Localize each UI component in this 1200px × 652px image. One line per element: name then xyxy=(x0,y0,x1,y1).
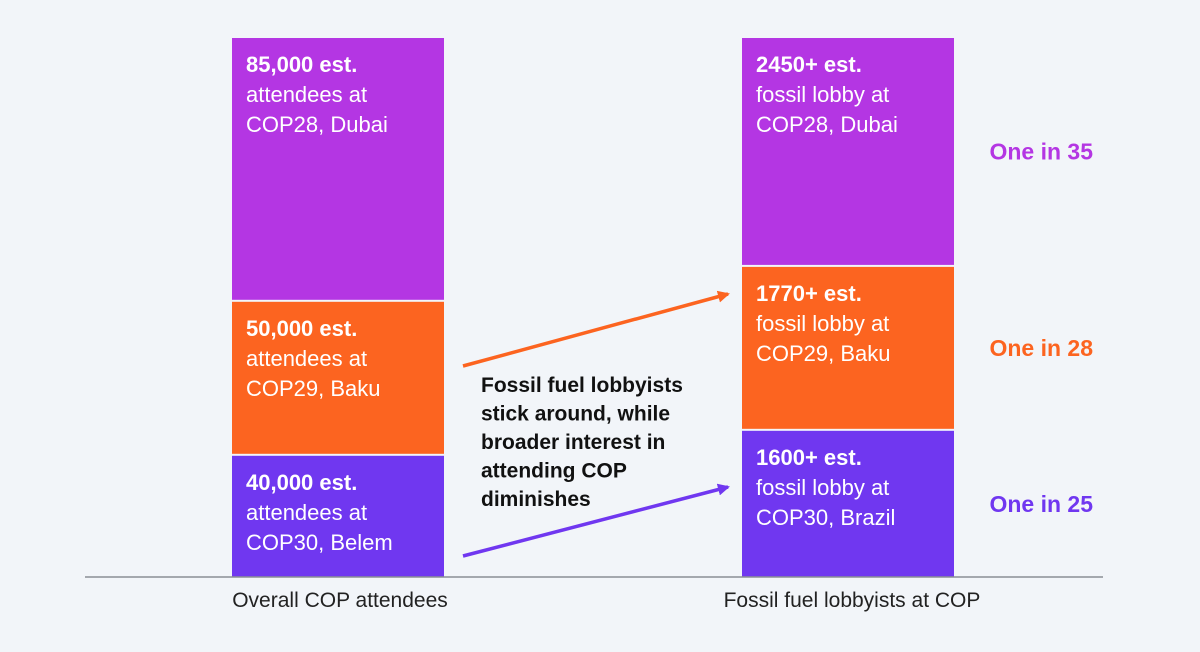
segment-value-label: 2450+ est. xyxy=(756,52,862,77)
segment-event-label: COP29, Baku xyxy=(246,376,381,401)
segment-description-label: fossil lobby at xyxy=(756,475,889,500)
annotation-text-line: Fossil fuel lobbyists xyxy=(481,374,683,397)
segment-event-label: COP28, Dubai xyxy=(756,112,898,137)
trend-arrow-cop29 xyxy=(462,290,730,368)
annotation-text-line: diminishes xyxy=(481,488,591,511)
annotation-text-line: stick around, while xyxy=(481,403,670,426)
bar-segment-cop28-lobbyists xyxy=(742,38,954,265)
segment-event-label: COP28, Dubai xyxy=(246,112,388,137)
annotation-text-line: broader interest in xyxy=(481,431,665,454)
bar-segment-cop29-lobbyists xyxy=(742,266,954,429)
trend-arrow-cop30 xyxy=(462,483,730,558)
segment-description-label: fossil lobby at xyxy=(756,311,889,336)
segment-event-label: COP30, Belem xyxy=(246,530,393,555)
ratio-label-cop28: One in 35 xyxy=(989,138,1093,164)
bar-segment-cop29-attendees xyxy=(232,301,444,454)
segment-value-label: 50,000 est. xyxy=(246,316,357,341)
bar-segment-cop30-lobbyists xyxy=(742,430,954,577)
segment-description-label: attendees at xyxy=(246,82,367,107)
ratio-label-cop29: One in 28 xyxy=(989,335,1093,361)
segment-value-label: 1600+ est. xyxy=(756,445,862,470)
bar-segment-cop28-attendees xyxy=(232,38,444,300)
x-axis-category-label: Fossil fuel lobbyists at COP xyxy=(724,589,981,612)
annotation-text-line: attending COP xyxy=(481,460,627,483)
segment-value-label: 1770+ est. xyxy=(756,281,862,306)
x-axis-category-label: Overall COP attendees xyxy=(232,589,448,612)
segment-value-label: 85,000 est. xyxy=(246,52,357,77)
ratio-label-cop30: One in 25 xyxy=(989,491,1093,517)
segment-event-label: COP29, Baku xyxy=(756,341,891,366)
bar-segment-cop30-attendees xyxy=(232,455,444,577)
segment-description-label: attendees at xyxy=(246,346,367,371)
segment-event-label: COP30, Brazil xyxy=(756,505,895,530)
segment-description-label: fossil lobby at xyxy=(756,82,889,107)
segment-description-label: attendees at xyxy=(246,500,367,525)
segment-value-label: 40,000 est. xyxy=(246,470,357,495)
